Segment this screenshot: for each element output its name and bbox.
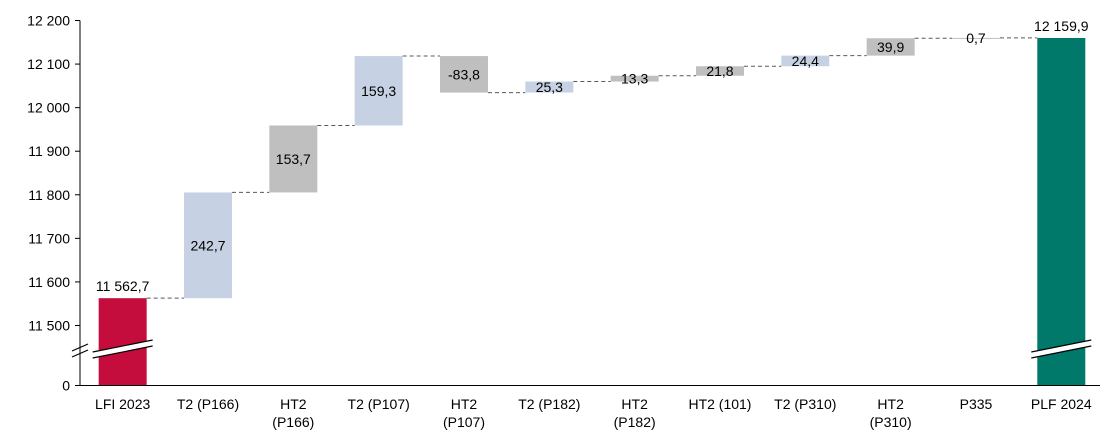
category-label: PLF 2024 bbox=[1031, 396, 1092, 412]
bar-break-line bbox=[92, 345, 153, 359]
data-label: 242,7 bbox=[190, 237, 225, 253]
data-label: 0,7 bbox=[966, 30, 986, 46]
category-label: LFI 2023 bbox=[95, 396, 150, 412]
bar bbox=[98, 298, 147, 386]
y-tick-label: 0 bbox=[62, 378, 70, 394]
y-axis-break-mark bbox=[71, 343, 89, 352]
bar bbox=[525, 81, 574, 93]
bar bbox=[695, 66, 744, 76]
bar bbox=[354, 56, 403, 126]
y-axis-break-mark bbox=[71, 349, 89, 358]
data-label: 11 562,7 bbox=[96, 278, 150, 294]
category-label: HT2 bbox=[280, 396, 307, 412]
y-tick-label: 11 700 bbox=[28, 230, 70, 246]
y-tick-label: 12 100 bbox=[27, 56, 70, 72]
bar bbox=[781, 55, 830, 67]
category-label: (P166) bbox=[272, 414, 314, 430]
category-label: T2 (P182) bbox=[518, 396, 580, 412]
axis-break-marks bbox=[71, 339, 1092, 359]
bar bbox=[610, 75, 659, 82]
bar bbox=[439, 56, 488, 93]
data-labels: 11 562,7 242,7 153,7 159,3 -83,8 25,3 13,3 21,8… bbox=[96, 18, 1089, 294]
bars bbox=[98, 37, 1086, 386]
data-label: 24,4 bbox=[792, 53, 819, 69]
data-label: -83,8 bbox=[448, 66, 480, 82]
connector-lines bbox=[146, 37, 1038, 299]
data-label: 21,8 bbox=[706, 63, 733, 79]
category-label: T2 (P310) bbox=[774, 396, 836, 412]
bar bbox=[951, 37, 1000, 39]
category-label: HT2 bbox=[621, 396, 648, 412]
data-label: 12 159,9 bbox=[1034, 18, 1089, 34]
category-label: (P182) bbox=[614, 414, 656, 430]
data-label: 13,3 bbox=[621, 71, 648, 87]
bar bbox=[866, 38, 915, 56]
category-label: HT2 bbox=[877, 396, 904, 412]
category-labels: LFI 2023 T2 (P166) HT2 (P166) T2 (P107) HT2 (P… bbox=[95, 396, 1092, 430]
bar-break-line bbox=[92, 339, 153, 353]
category-label: T2 (P166) bbox=[177, 396, 239, 412]
bar bbox=[183, 192, 232, 299]
data-label: 25,3 bbox=[536, 79, 563, 95]
data-label: 153,7 bbox=[276, 151, 311, 167]
y-tick-label: 11 500 bbox=[28, 318, 70, 334]
y-tick-label: 11 600 bbox=[28, 274, 70, 290]
bar-break-line bbox=[1031, 345, 1092, 359]
bar-break-gap bbox=[1031, 340, 1092, 358]
y-tick-label: 11 900 bbox=[28, 143, 70, 159]
bar-break-line bbox=[1031, 339, 1092, 353]
category-label: T2 (P107) bbox=[348, 396, 410, 412]
data-label: 159,3 bbox=[361, 83, 396, 99]
y-tick-label: 11 800 bbox=[28, 187, 70, 203]
y-axis: 0 11 500 11 600 11 700 11 800 11 900 12 000 12 … bbox=[27, 13, 1100, 394]
category-label: (P310) bbox=[870, 414, 912, 430]
category-label: HT2 bbox=[451, 396, 478, 412]
data-label: 39,9 bbox=[877, 39, 904, 55]
bar bbox=[1037, 37, 1086, 386]
category-label: P335 bbox=[960, 396, 993, 412]
bar-break-gap bbox=[92, 340, 153, 358]
y-tick-label: 12 200 bbox=[27, 13, 70, 29]
category-label: HT2 (101) bbox=[688, 396, 751, 412]
y-tick-label: 12 000 bbox=[27, 100, 70, 116]
bar bbox=[269, 125, 318, 193]
category-label: (P107) bbox=[443, 414, 485, 430]
